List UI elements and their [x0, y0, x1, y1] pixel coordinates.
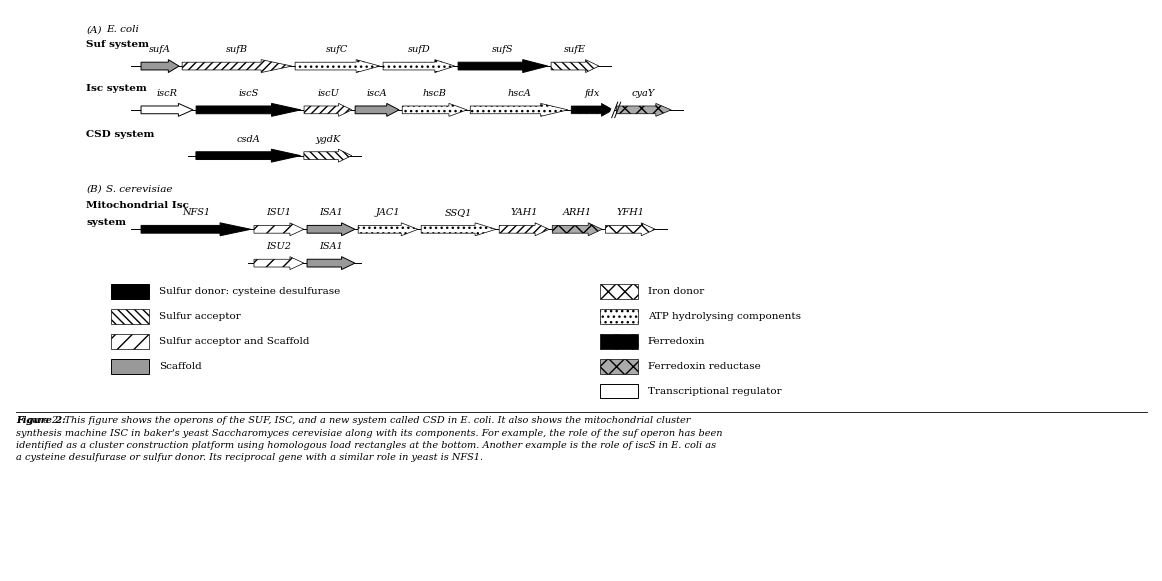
Bar — [600, 309, 638, 324]
Polygon shape — [383, 60, 454, 73]
Text: YAH1: YAH1 — [510, 209, 538, 217]
Polygon shape — [295, 60, 380, 73]
Polygon shape — [421, 223, 496, 236]
Text: (B): (B) — [86, 185, 102, 193]
Polygon shape — [196, 149, 301, 162]
Polygon shape — [471, 103, 568, 116]
Text: sufS: sufS — [493, 45, 514, 54]
Bar — [112, 358, 149, 374]
Text: Ferredoxin reductase: Ferredoxin reductase — [648, 361, 761, 371]
Text: (A): (A) — [86, 26, 102, 34]
Polygon shape — [605, 223, 655, 236]
Text: sufA: sufA — [149, 45, 171, 54]
Bar — [112, 309, 149, 324]
Text: ygdK: ygdK — [315, 135, 340, 144]
Text: JAC1: JAC1 — [375, 209, 401, 217]
Text: sufC: sufC — [327, 45, 349, 54]
Text: system: system — [86, 218, 127, 227]
Polygon shape — [356, 103, 399, 116]
Polygon shape — [572, 103, 614, 116]
Text: ISA1: ISA1 — [320, 242, 343, 251]
Polygon shape — [141, 103, 193, 116]
Text: Ferredoxin: Ferredoxin — [648, 337, 705, 346]
Text: sufB: sufB — [227, 45, 248, 54]
Bar — [112, 334, 149, 349]
Text: Scaffold: Scaffold — [159, 361, 202, 371]
Polygon shape — [358, 223, 418, 236]
Text: ATP hydrolysing components: ATP hydrolysing components — [648, 312, 801, 321]
Text: YFH1: YFH1 — [616, 209, 644, 217]
Text: Figure 2: This figure shows the operons of the SUF, ISC, and a new system called: Figure 2: This figure shows the operons … — [16, 417, 723, 462]
Text: Iron donor: Iron donor — [648, 287, 704, 296]
Polygon shape — [616, 103, 672, 116]
Bar — [112, 284, 149, 299]
Text: fdx: fdx — [584, 89, 600, 98]
Bar — [600, 383, 638, 399]
Polygon shape — [402, 103, 467, 116]
Polygon shape — [254, 223, 304, 236]
Text: hscB: hscB — [423, 89, 446, 98]
Bar — [600, 284, 638, 299]
Polygon shape — [304, 149, 352, 162]
Text: Sulfur acceptor and Scaffold: Sulfur acceptor and Scaffold — [159, 337, 309, 346]
Text: cyaY: cyaY — [632, 89, 655, 98]
Text: Figure 2:: Figure 2: — [16, 417, 66, 425]
Text: sufD: sufD — [408, 45, 430, 54]
Polygon shape — [552, 223, 602, 236]
Polygon shape — [141, 223, 251, 236]
Text: Sulfur donor: cysteine desulfurase: Sulfur donor: cysteine desulfurase — [159, 287, 340, 296]
Text: Transcriptional regulator: Transcriptional regulator — [648, 386, 782, 396]
Bar — [600, 358, 638, 374]
Polygon shape — [551, 60, 598, 73]
Polygon shape — [304, 103, 352, 116]
Polygon shape — [182, 60, 292, 73]
Text: csdA: csdA — [236, 135, 260, 144]
Text: iscS: iscS — [238, 89, 259, 98]
Text: iscR: iscR — [157, 89, 178, 98]
Polygon shape — [196, 103, 301, 116]
Text: iscA: iscA — [367, 89, 387, 98]
Text: iscU: iscU — [317, 89, 339, 98]
Polygon shape — [141, 60, 179, 73]
Text: ARH1: ARH1 — [562, 209, 591, 217]
Text: ISU2: ISU2 — [266, 242, 292, 251]
Text: Sulfur acceptor: Sulfur acceptor — [159, 312, 241, 321]
Text: CSD system: CSD system — [86, 130, 155, 139]
Text: hscA: hscA — [508, 89, 531, 98]
Polygon shape — [500, 223, 550, 236]
Polygon shape — [458, 60, 547, 73]
Text: ISA1: ISA1 — [320, 209, 343, 217]
Text: Suf system: Suf system — [86, 40, 149, 49]
Text: Mitochondrial Isc: Mitochondrial Isc — [86, 202, 189, 210]
Text: Isc system: Isc system — [86, 84, 146, 93]
Text: ISU1: ISU1 — [266, 209, 292, 217]
Bar — [600, 334, 638, 349]
Text: E. coli: E. coli — [106, 26, 139, 34]
Text: S. cerevisiae: S. cerevisiae — [106, 185, 173, 193]
Text: SSQ1: SSQ1 — [445, 209, 472, 217]
Polygon shape — [307, 257, 354, 270]
Polygon shape — [307, 223, 354, 236]
Text: NFS1: NFS1 — [182, 209, 210, 217]
Text: sufE: sufE — [564, 45, 586, 54]
Polygon shape — [254, 257, 304, 270]
